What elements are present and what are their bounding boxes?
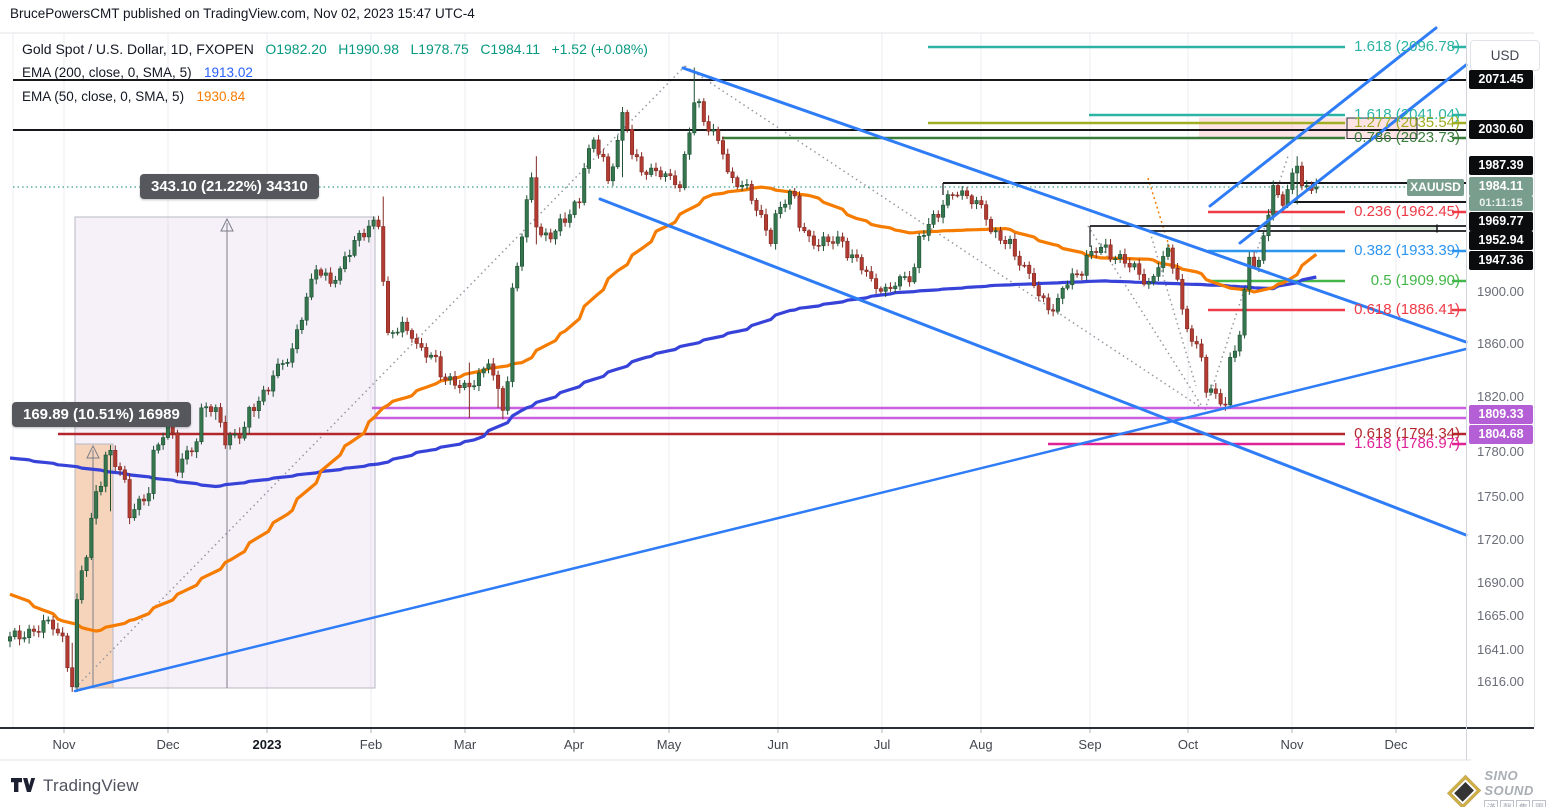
time-axis-tick[interactable]: Feb <box>359 737 383 752</box>
fib-level-label: 0.236 (1962.45) <box>1354 203 1460 220</box>
time-axis-tick[interactable]: Aug <box>969 737 993 752</box>
ohlc-open: O1982.20 <box>265 41 327 57</box>
fib-level-label: 1.618 (2041.04) <box>1354 106 1460 123</box>
sino-sound-watermark: SINO SOUND 漢聲集團 <box>1447 768 1556 807</box>
ema200-label: EMA (200, close, 0, SMA, 5) <box>22 65 192 80</box>
price-axis-tick[interactable]: 1641.00 <box>1477 642 1524 657</box>
tradingview-footer-link[interactable]: TradingView <box>10 774 139 798</box>
price-axis-tick[interactable]: 1720.00 <box>1477 532 1524 547</box>
currency-usd-button[interactable]: USD <box>1470 40 1540 71</box>
price-chip: 1987.39 <box>1469 156 1533 175</box>
time-axis-tick[interactable]: Nov <box>1280 737 1304 752</box>
price-chip: 1969.77 <box>1469 212 1533 231</box>
price-chip: 1804.68 <box>1469 425 1533 444</box>
time-axis-tick[interactable]: Jun <box>767 737 789 752</box>
watermark-brand-cn: 漢聲集團 <box>1484 798 1556 807</box>
time-axis-tick[interactable]: Jul <box>873 737 891 752</box>
tradingview-logo-icon <box>11 778 36 792</box>
symbol-title: Gold Spot / U.S. Dollar, 1D, FXOPEN <box>22 41 254 57</box>
time-axis-tick[interactable]: Dec <box>1384 737 1408 752</box>
countdown-chip: 01:11:15 <box>1469 196 1533 211</box>
fib-level-label: 0.786 (2023.73) <box>1354 129 1460 146</box>
fib-level-label: 0.618 (1886.41) <box>1354 301 1460 318</box>
time-axis-tick[interactable]: Dec <box>156 737 180 752</box>
attribution-text: BrucePowersCMT published on TradingView.… <box>10 6 475 21</box>
time-axis-tick[interactable]: Mar <box>453 737 477 752</box>
time-axis-tick[interactable]: Sep <box>1078 737 1102 752</box>
tradingview-footer-text: TradingView <box>43 776 139 795</box>
watermark-cn-char: 聲 <box>1500 800 1515 807</box>
ema50-label: EMA (50, close, 0, SMA, 5) <box>22 89 185 104</box>
watermark-brand-en: SINO SOUND <box>1484 768 1534 798</box>
time-axis-tick[interactable]: May <box>656 737 682 752</box>
legend-symbol-row[interactable]: Gold Spot / U.S. Dollar, 1D, FXOPEN O198… <box>22 39 648 63</box>
legend-ema50-row[interactable]: EMA (50, close, 0, SMA, 5) 1930.84 <box>22 87 648 111</box>
price-chip: 2071.45 <box>1469 70 1533 89</box>
time-axis-tick[interactable]: Oct <box>1177 737 1199 752</box>
ohlc-low: L1978.75 <box>410 41 469 57</box>
price-chip: 1809.33 <box>1469 405 1533 424</box>
fib-level-label: 1.618 (2096.78) <box>1354 38 1460 55</box>
fib-level-label: 0.618 (1794.34) <box>1354 425 1460 442</box>
chart-legend: Gold Spot / U.S. Dollar, 1D, FXOPEN O198… <box>22 39 648 111</box>
ohlc-close: C1984.11 <box>480 41 540 57</box>
sino-sound-logo-icon <box>1447 774 1482 807</box>
fib-level-label: 0.5 (1909.90) <box>1370 272 1460 289</box>
price-range-label-small: 169.89 (10.51%) 16989 <box>12 402 191 427</box>
price-chip: 2030.60 <box>1469 120 1533 139</box>
fib-level-label: 1.618 (1786.97) <box>1354 435 1460 452</box>
panel-right-border <box>1534 75 1535 727</box>
time-axis-tick[interactable]: Apr <box>563 737 585 752</box>
xauusd-price-flag: XAUUSD <box>1407 179 1464 196</box>
price-chip: 1952.94 <box>1469 231 1533 250</box>
price-axis-tick[interactable]: 1616.00 <box>1477 674 1524 689</box>
ohlc-high: H1990.98 <box>338 41 399 57</box>
ohlc-change: +1.52 (+0.08%) <box>551 41 648 57</box>
price-chip: 1947.36 <box>1469 251 1533 270</box>
price-axis-border[interactable] <box>1466 33 1467 760</box>
price-axis-tick[interactable]: 1690.00 <box>1477 575 1524 590</box>
watermark-cn-char: 集 <box>1516 800 1531 807</box>
ema200-value: 1913.02 <box>204 65 253 80</box>
legend-ema200-row[interactable]: EMA (200, close, 0, SMA, 5) 1913.02 <box>22 63 648 87</box>
watermark-cn-char: 團 <box>1532 800 1547 807</box>
price-axis-tick[interactable]: 1780.00 <box>1477 444 1524 459</box>
price-chip: 1984.11 <box>1469 177 1533 196</box>
price-axis-tick[interactable]: 1820.00 <box>1477 389 1524 404</box>
watermark-cn-char: 漢 <box>1484 800 1499 807</box>
ema50-value: 1930.84 <box>196 89 246 104</box>
price-axis-tick[interactable]: 1665.00 <box>1477 608 1524 623</box>
price-axis-tick[interactable]: 1750.00 <box>1477 489 1524 504</box>
time-axis-tick[interactable]: Nov <box>52 737 76 752</box>
time-axis-tick[interactable]: 2023 <box>252 737 282 752</box>
price-axis-tick[interactable]: 1900.00 <box>1477 284 1524 299</box>
price-range-label-large: 343.10 (21.22%) 34310 <box>140 174 319 199</box>
fib-level-label: 0.382 (1933.39) <box>1354 242 1460 259</box>
price-axis-tick[interactable]: 1860.00 <box>1477 336 1524 351</box>
fib-level-label: 1.277 (2035.54) <box>1354 114 1460 131</box>
